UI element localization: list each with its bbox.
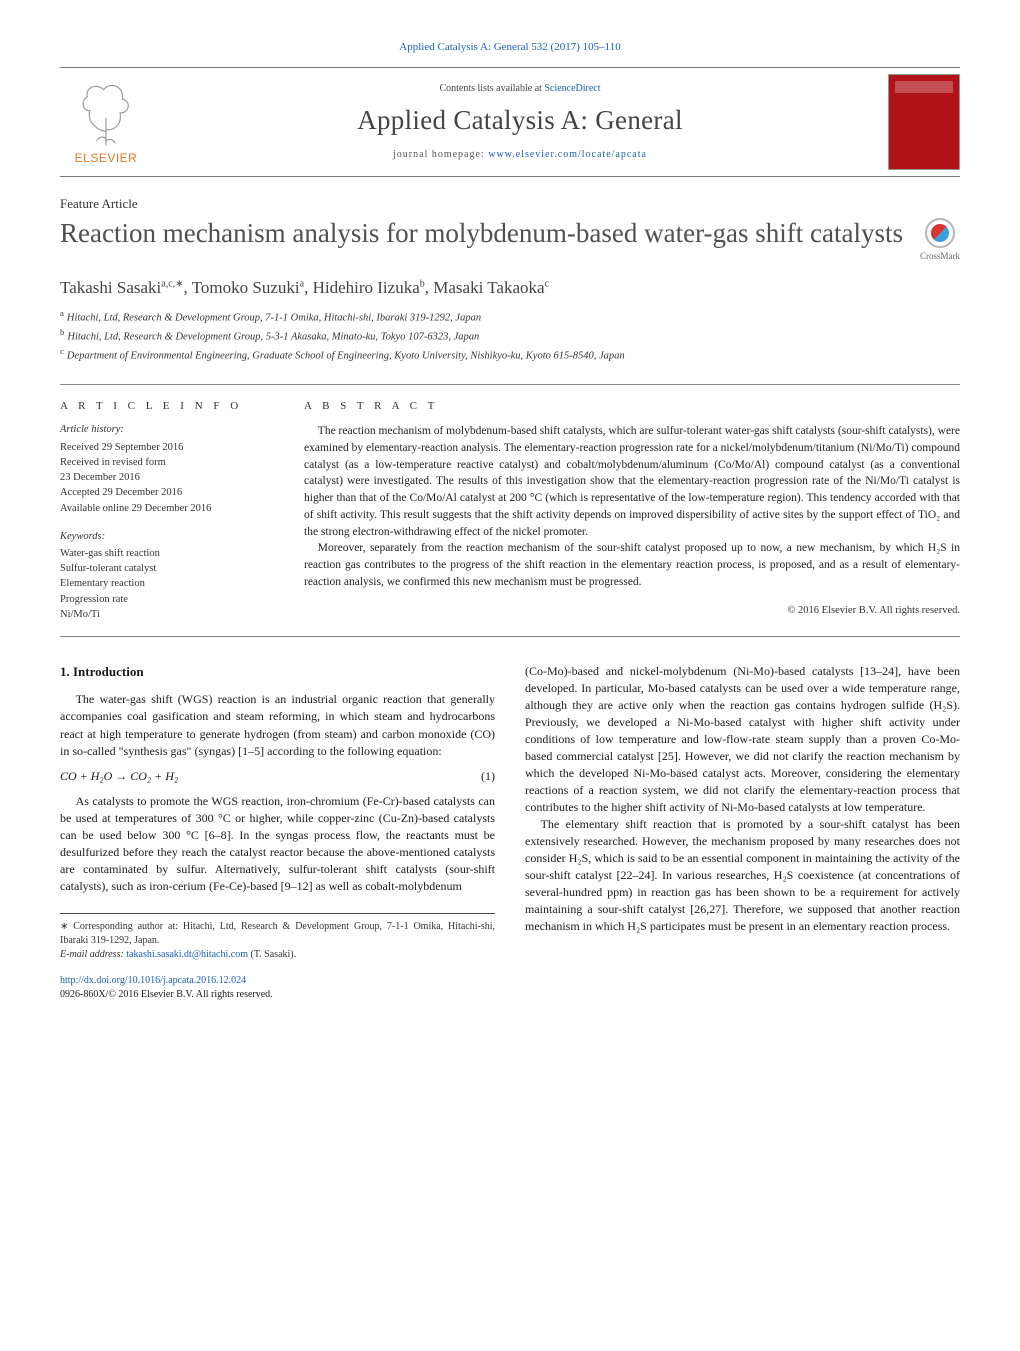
contents-prefix: Contents lists available at bbox=[439, 83, 544, 94]
keyword: Water-gas shift reaction bbox=[60, 546, 266, 561]
header-citation-link[interactable]: Applied Catalysis A: General 532 (2017) … bbox=[399, 41, 620, 53]
keyword: Elementary reaction bbox=[60, 576, 266, 591]
body-paragraph: As catalysts to promote the WGS reaction… bbox=[60, 793, 495, 895]
header-citation: Applied Catalysis A: General 532 (2017) … bbox=[60, 40, 960, 55]
crossmark-label: CrossMark bbox=[920, 250, 960, 262]
journal-title: Applied Catalysis A: General bbox=[152, 102, 888, 138]
article-history: Received 29 September 2016 Received in r… bbox=[60, 440, 266, 516]
body-paragraph: The water-gas shift (WGS) reaction is an… bbox=[60, 691, 495, 759]
abstract-copyright: © 2016 Elsevier B.V. All rights reserved… bbox=[304, 604, 960, 618]
doi-link[interactable]: http://dx.doi.org/10.1016/j.apcata.2016.… bbox=[60, 975, 246, 986]
masthead: ELSEVIER Contents lists available at Sci… bbox=[60, 67, 960, 177]
homepage-prefix: journal homepage: bbox=[393, 149, 488, 160]
email-link[interactable]: takashi.sasaki.dt@hitachi.com bbox=[126, 949, 248, 960]
homepage-link[interactable]: www.elsevier.com/locate/apcata bbox=[488, 149, 647, 160]
keyword: Progression rate bbox=[60, 592, 266, 607]
publisher-logo: ELSEVIER bbox=[60, 78, 152, 166]
abstract-paragraph: Moreover, separately from the reaction m… bbox=[304, 540, 960, 590]
body-paragraph: (Co-Mo)-based and nickel-molybdenum (Ni-… bbox=[525, 663, 960, 816]
article-info-heading: A R T I C L E I N F O bbox=[60, 399, 266, 414]
keywords: Water-gas shift reaction Sulfur-tolerant… bbox=[60, 546, 266, 622]
author: Masaki Takaokac bbox=[433, 278, 549, 297]
equation: CO + H₂O → CO₂ + H₂ bbox=[60, 768, 178, 785]
history-line: 23 December 2016 bbox=[60, 470, 266, 485]
elsevier-tree-icon bbox=[71, 78, 141, 148]
issn-copyright: 0926-860X/© 2016 Elsevier B.V. All right… bbox=[60, 989, 273, 1000]
author: Tomoko Suzukia bbox=[192, 278, 304, 297]
email-label: E-mail address: bbox=[60, 949, 126, 960]
header-citation-loc: 532 (2017) 105–110 bbox=[531, 41, 620, 53]
keyword: Sulfur-tolerant catalyst bbox=[60, 561, 266, 576]
article-info: A R T I C L E I N F O Article history: R… bbox=[60, 385, 280, 636]
email-line: E-mail address: takashi.sasaki.dt@hitach… bbox=[60, 948, 495, 962]
equation-number: (1) bbox=[481, 768, 495, 785]
masthead-center: Contents lists available at ScienceDirec… bbox=[152, 82, 888, 161]
affiliation: aHitachi, Ltd, Research & Development Gr… bbox=[60, 307, 960, 326]
body-columns: 1. Introduction The water-gas shift (WGS… bbox=[60, 663, 960, 1002]
header-citation-journal: Applied Catalysis A: General bbox=[399, 41, 528, 53]
article-type: Feature Article bbox=[60, 195, 960, 213]
author: Takashi Sasakia,c,∗ bbox=[60, 278, 184, 297]
corresponding-author: ∗ Corresponding author at: Hitachi, Ltd,… bbox=[60, 920, 495, 948]
journal-cover-thumb bbox=[888, 74, 960, 170]
column-right: (Co-Mo)-based and nickel-molybdenum (Ni-… bbox=[525, 663, 960, 1002]
article-title: Reaction mechanism analysis for molybden… bbox=[60, 218, 904, 250]
author: Hidehiro Iizukab bbox=[313, 278, 425, 297]
history-line: Accepted 29 December 2016 bbox=[60, 485, 266, 500]
equation-row: CO + H₂O → CO₂ + H₂ (1) bbox=[60, 768, 495, 785]
publisher-wordmark: ELSEVIER bbox=[75, 150, 138, 166]
title-row: Reaction mechanism analysis for molybden… bbox=[60, 218, 960, 262]
affiliation: bHitachi, Ltd, Research & Development Gr… bbox=[60, 326, 960, 345]
affiliations: aHitachi, Ltd, Research & Development Gr… bbox=[60, 307, 960, 363]
keywords-label: Keywords: bbox=[60, 530, 266, 544]
info-abstract-row: A R T I C L E I N F O Article history: R… bbox=[60, 384, 960, 637]
column-left: 1. Introduction The water-gas shift (WGS… bbox=[60, 663, 495, 1002]
authors-line: Takashi Sasakia,c,∗, Tomoko Suzukia, Hid… bbox=[60, 277, 960, 300]
publisher-block: ELSEVIER bbox=[60, 78, 152, 166]
history-line: Received in revised form bbox=[60, 455, 266, 470]
contents-line: Contents lists available at ScienceDirec… bbox=[152, 82, 888, 96]
history-label: Article history: bbox=[60, 423, 266, 437]
email-suffix: (T. Sasaki). bbox=[248, 949, 296, 960]
journal-homepage: journal homepage: www.elsevier.com/locat… bbox=[152, 148, 888, 162]
crossmark-icon bbox=[925, 218, 955, 248]
footnotes: ∗ Corresponding author at: Hitachi, Ltd,… bbox=[60, 913, 495, 962]
abstract-heading: A B S T R A C T bbox=[304, 399, 960, 414]
doi-block: http://dx.doi.org/10.1016/j.apcata.2016.… bbox=[60, 974, 495, 1002]
sciencedirect-link[interactable]: ScienceDirect bbox=[544, 83, 600, 94]
history-line: Received 29 September 2016 bbox=[60, 440, 266, 455]
section-heading: 1. Introduction bbox=[60, 663, 495, 681]
abstract-paragraph: The reaction mechanism of molybdenum-bas… bbox=[304, 423, 960, 540]
body-paragraph: The elementary shift reaction that is pr… bbox=[525, 816, 960, 935]
keyword: Ni/Mo/Ti bbox=[60, 607, 266, 622]
crossmark-badge[interactable]: CrossMark bbox=[920, 218, 960, 262]
affiliation: cDepartment of Environmental Engineering… bbox=[60, 345, 960, 364]
history-line: Available online 29 December 2016 bbox=[60, 501, 266, 516]
abstract: A B S T R A C T The reaction mechanism o… bbox=[280, 385, 960, 636]
